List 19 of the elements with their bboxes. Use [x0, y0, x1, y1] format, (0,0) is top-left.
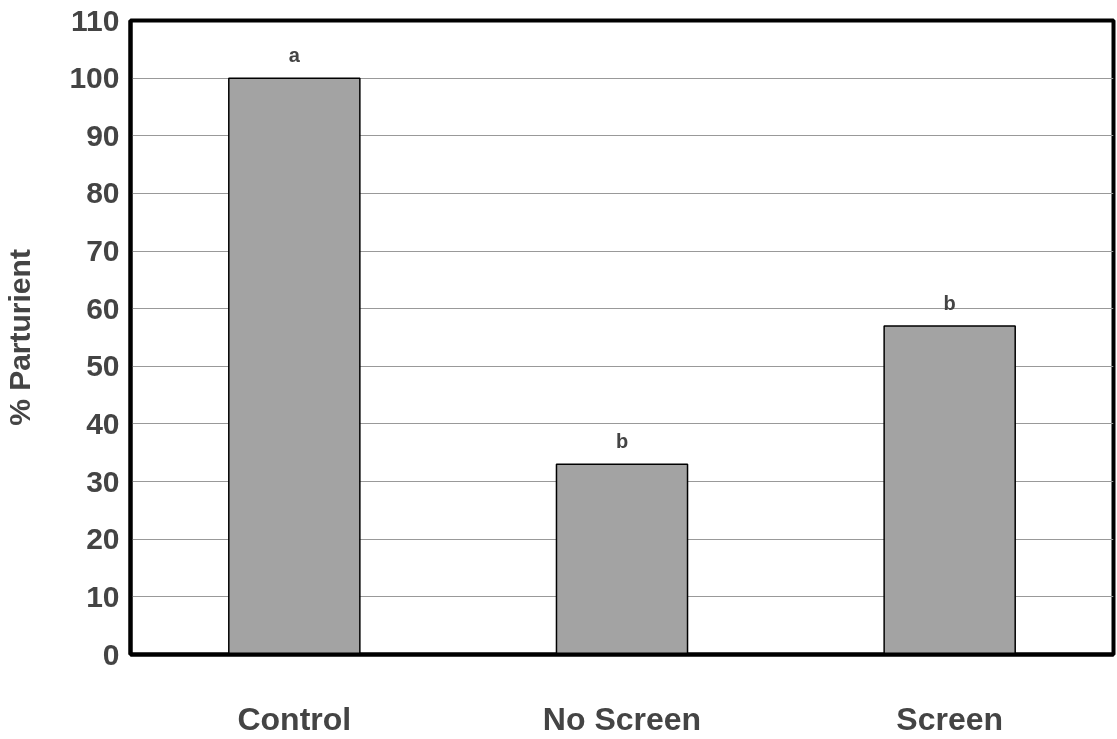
y-tick-label: 40 [86, 406, 120, 440]
y-tick-label: 90 [86, 118, 120, 152]
y-tick-label: 100 [69, 61, 120, 95]
x-tick-label: Control [237, 700, 352, 737]
y-tick-label: 10 [86, 579, 120, 613]
x-tick-label: Screen [896, 700, 1004, 737]
y-axis-title: % Parturient [3, 249, 37, 426]
y-tick-label: 0 [102, 637, 120, 671]
y-tick-label: 60 [86, 291, 120, 325]
y-tick-label: 80 [86, 176, 120, 210]
annotation: b [615, 430, 629, 453]
y-tick-label: 110 [71, 3, 120, 37]
annotation: b [943, 291, 956, 314]
y-tick-label: 50 [86, 349, 120, 383]
x-tick-label: No Screen [542, 700, 702, 737]
y-tick-label: 30 [86, 464, 120, 498]
y-tick-label: 20 [86, 522, 120, 556]
y-tick-label: 70 [86, 234, 120, 268]
annotation: a [288, 44, 301, 67]
